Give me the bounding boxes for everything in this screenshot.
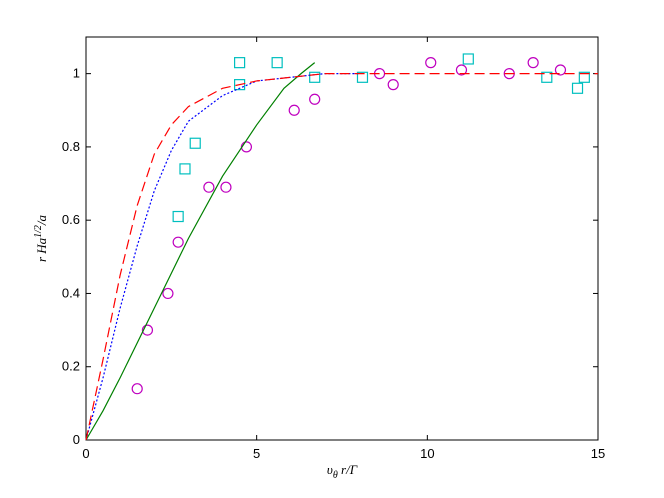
- square-marker: [571, 82, 584, 94]
- square-marker: [172, 210, 184, 223]
- line-solid: [85, 62, 316, 441]
- square-marker: [578, 71, 590, 83]
- y-axis-label: r Ha1/2/a: [33, 214, 49, 262]
- x-tick-label: 0: [82, 446, 89, 461]
- circle-marker: [131, 383, 143, 395]
- square-marker: [356, 71, 369, 83]
- circle-marker: [387, 79, 399, 91]
- y-label-part: /a: [34, 214, 49, 226]
- x-tick-label: 15: [591, 446, 605, 461]
- circle-marker: [309, 93, 321, 105]
- circle-marker: [162, 287, 174, 300]
- square-marker: [541, 71, 553, 83]
- x-label-part: r/Γ: [338, 462, 358, 477]
- square-marker: [462, 53, 474, 65]
- line-dotted: [85, 73, 360, 441]
- square-marker: [234, 79, 246, 91]
- x-label-part: υ: [327, 462, 333, 477]
- circle-marker: [203, 181, 215, 193]
- x-tick-label: 10: [420, 446, 434, 461]
- square-marker: [179, 163, 191, 175]
- y-tick-label: 0.2: [62, 359, 80, 374]
- circle-marker: [172, 236, 184, 248]
- circle-marker: [425, 57, 437, 69]
- x-axis-label: υθ r/Γ: [327, 462, 358, 481]
- circle-marker: [455, 64, 468, 76]
- circle-marker: [554, 64, 567, 76]
- square-marker: [189, 137, 201, 149]
- x-label-sub: θ: [333, 470, 338, 481]
- circle-marker: [141, 324, 154, 336]
- x-tick-label: 5: [253, 446, 260, 461]
- plot-frame: [85, 36, 599, 441]
- y-tick-label: 1: [73, 66, 80, 81]
- y-label-part: r Ha: [34, 237, 49, 262]
- line-dashed: [85, 73, 598, 441]
- y-tick-label: 0.4: [62, 285, 80, 300]
- square-marker: [309, 71, 321, 83]
- circle-marker: [288, 104, 300, 116]
- square-marker: [234, 57, 246, 69]
- square-marker: [271, 57, 283, 69]
- y-label-sup: 1/2: [33, 225, 44, 238]
- y-tick-label: 0: [73, 432, 80, 447]
- circle-marker: [527, 57, 539, 69]
- circle-marker: [220, 181, 232, 193]
- y-tick-label: 0.8: [62, 139, 80, 154]
- y-tick-label: 0.6: [62, 212, 80, 227]
